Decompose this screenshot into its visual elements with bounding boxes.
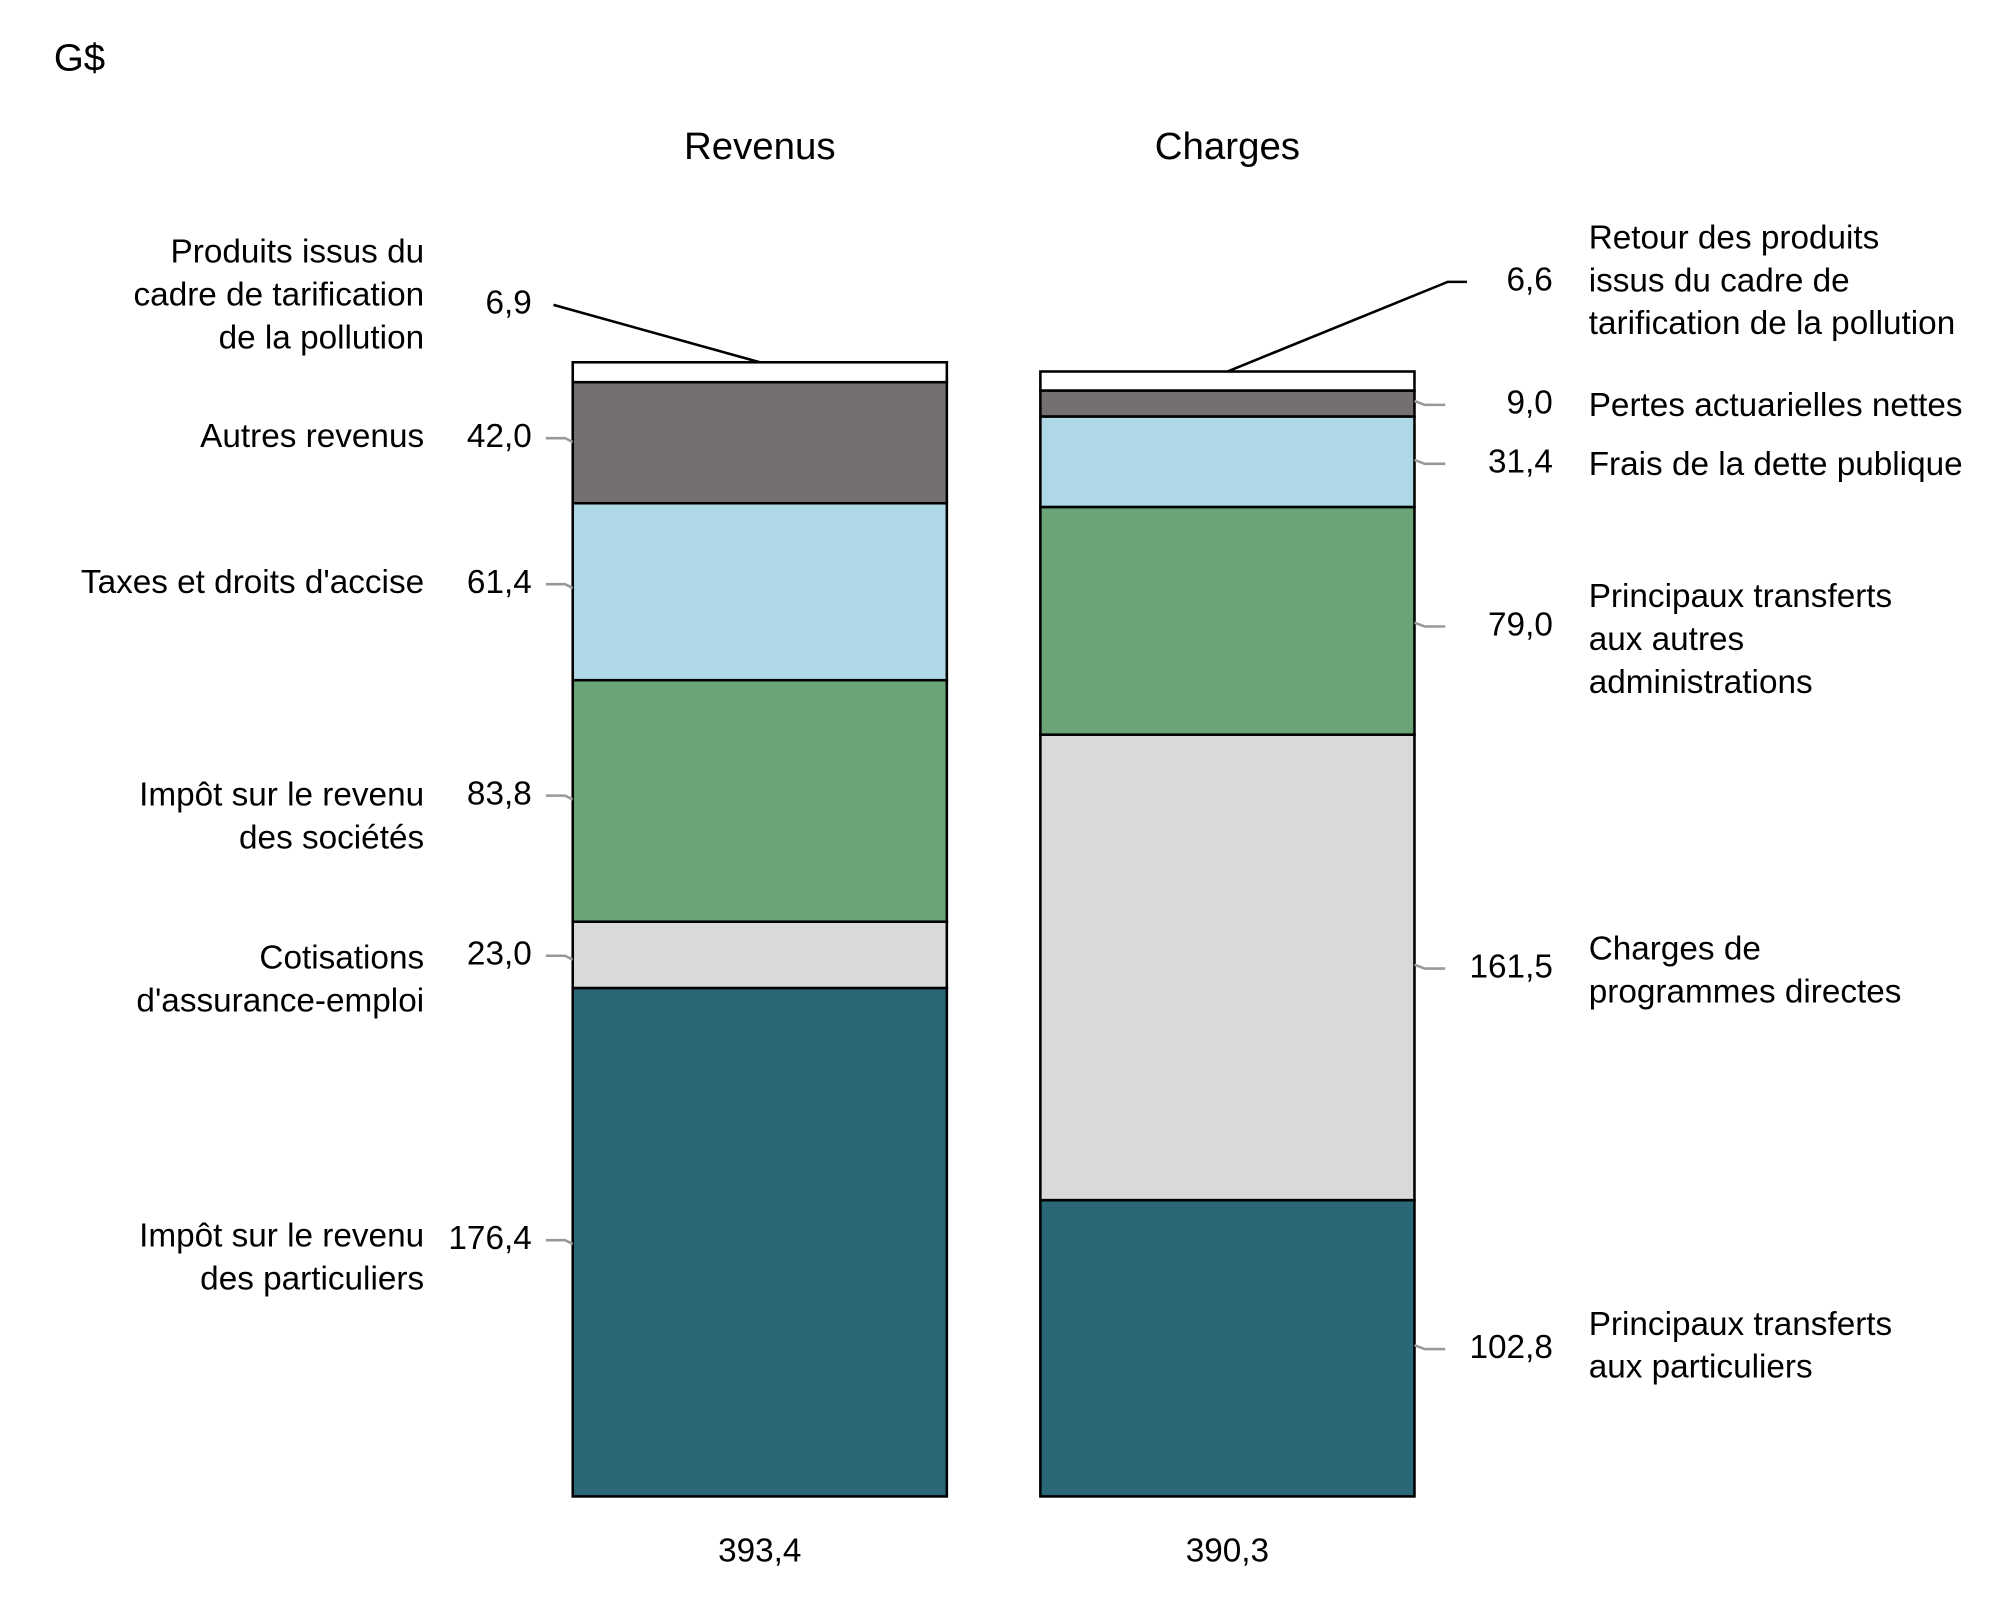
value-label: 83,8 [467, 775, 532, 812]
segment [571, 361, 949, 384]
leader-line [1414, 1344, 1446, 1351]
leader-line [545, 794, 574, 801]
segment-name: aux autres [1589, 621, 1744, 658]
segment-name: issus du cadre de [1589, 262, 1850, 299]
segment [1039, 505, 1416, 736]
leader-line [553, 303, 761, 364]
segment [1039, 389, 1416, 418]
segment-name: Pertes actuarielles nettes [1589, 387, 1963, 424]
value-label: 6,9 [485, 285, 531, 322]
column-title: Revenus [684, 125, 836, 168]
segment-name: des sociétés [239, 820, 424, 857]
leader-line [1414, 963, 1446, 970]
segment-name: de la pollution [219, 319, 424, 356]
segment [571, 920, 949, 990]
segment-name: Principaux transferts [1589, 578, 1893, 615]
value-label: 61,4 [467, 564, 532, 601]
segment-name: Retour des produits [1589, 219, 1880, 256]
segment [1039, 370, 1416, 392]
leader-line [545, 436, 574, 444]
segment-name: Charges de [1589, 930, 1761, 967]
segment-name: d'assurance-emploi [136, 982, 424, 1019]
value-label: 176,4 [448, 1220, 531, 1257]
value-label: 23,0 [467, 936, 532, 973]
segment-name: Impôt sur le revenu [139, 777, 424, 814]
segment [1039, 415, 1416, 509]
segment-name: Frais de la dette publique [1589, 446, 1963, 483]
leader-line [545, 1238, 574, 1246]
leader-line [1414, 621, 1446, 628]
segment-name: tarification de la pollution [1589, 305, 1956, 342]
value-label: 9,0 [1507, 385, 1553, 422]
total-label: 390,3 [1186, 1533, 1269, 1570]
segment [571, 678, 949, 923]
leader-line [545, 954, 574, 961]
segment-name: Taxes et droits d'accise [81, 564, 424, 601]
segment-name: Impôt sur le revenu [139, 1217, 424, 1254]
segment-name: administrations [1589, 664, 1813, 701]
total-label: 393,4 [718, 1533, 801, 1570]
segment [571, 380, 949, 505]
leader-line [1414, 458, 1446, 466]
value-label: 6,6 [1507, 262, 1553, 299]
column-title: Charges [1155, 125, 1300, 168]
value-label: 161,5 [1470, 948, 1553, 985]
segment [1039, 733, 1416, 1202]
value-label: 102,8 [1470, 1329, 1553, 1366]
segment-name: Cotisations [259, 939, 424, 976]
segment [571, 986, 949, 1498]
leader-line [1226, 280, 1468, 373]
segment [571, 501, 949, 682]
unit-label: G$ [54, 36, 105, 79]
segment-name: programmes directes [1589, 973, 1902, 1010]
value-label: 79,0 [1488, 606, 1553, 643]
segment-name: aux particuliers [1589, 1349, 1813, 1386]
segment-name: Principaux transferts [1589, 1306, 1893, 1343]
leader-line [1414, 399, 1446, 407]
segment-name: cadre de tarification [134, 276, 425, 313]
segment-name: des particuliers [200, 1260, 424, 1297]
segment-name: Autres revenus [200, 418, 424, 455]
segment-name: Produits issus du [171, 233, 425, 270]
segment [1039, 1198, 1416, 1498]
value-label: 31,4 [1488, 444, 1553, 481]
value-label: 42,0 [467, 418, 532, 455]
leader-line [545, 582, 574, 590]
